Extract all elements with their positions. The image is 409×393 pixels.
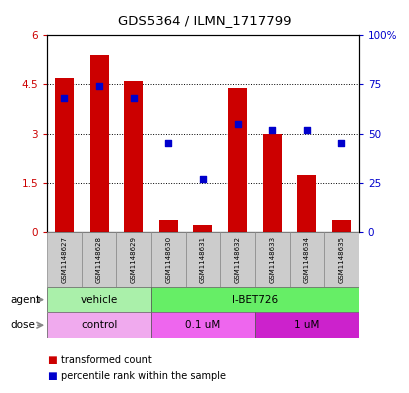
Bar [124,81,143,232]
Point [337,140,344,147]
Point [268,127,275,133]
Text: vehicle: vehicle [80,295,117,305]
Text: GDS5364 / ILMN_1717799: GDS5364 / ILMN_1717799 [118,14,291,27]
FancyBboxPatch shape [47,232,81,287]
FancyBboxPatch shape [220,232,254,287]
Bar [262,134,281,232]
Bar [297,174,316,232]
FancyBboxPatch shape [81,232,116,287]
FancyBboxPatch shape [324,232,358,287]
Text: transformed count: transformed count [61,354,151,365]
Text: GSM1148632: GSM1148632 [234,236,240,283]
Text: GSM1148631: GSM1148631 [200,236,205,283]
Text: 0.1 uM: 0.1 uM [185,320,220,330]
Bar [89,55,108,232]
Text: percentile rank within the sample: percentile rank within the sample [61,371,225,382]
FancyBboxPatch shape [289,232,324,287]
Bar [55,78,74,232]
Point [61,95,67,101]
FancyBboxPatch shape [254,312,358,338]
Text: GSM1148635: GSM1148635 [337,236,344,283]
Text: GSM1148633: GSM1148633 [269,236,274,283]
FancyBboxPatch shape [151,312,254,338]
FancyBboxPatch shape [116,232,151,287]
Text: GSM1148630: GSM1148630 [165,236,171,283]
Bar [158,220,178,232]
Text: ■: ■ [47,371,57,382]
Text: 1 uM: 1 uM [293,320,319,330]
Text: ■: ■ [47,354,57,365]
Point [130,95,137,101]
Point [165,140,171,147]
Point [303,127,309,133]
Text: control: control [81,320,117,330]
Bar [193,225,212,232]
Bar [227,88,247,232]
FancyBboxPatch shape [47,287,151,312]
FancyBboxPatch shape [151,232,185,287]
FancyBboxPatch shape [47,312,151,338]
Point [234,121,240,127]
Text: GSM1148634: GSM1148634 [303,236,309,283]
Point [96,83,102,90]
FancyBboxPatch shape [254,232,289,287]
Text: I-BET726: I-BET726 [231,295,277,305]
Text: GSM1148629: GSM1148629 [130,236,136,283]
Text: dose: dose [10,320,35,331]
Text: GSM1148628: GSM1148628 [96,236,102,283]
Text: agent: agent [10,295,40,305]
FancyBboxPatch shape [151,287,358,312]
Point [199,176,206,182]
Text: GSM1148627: GSM1148627 [61,236,67,283]
FancyBboxPatch shape [185,232,220,287]
Bar [331,220,350,232]
